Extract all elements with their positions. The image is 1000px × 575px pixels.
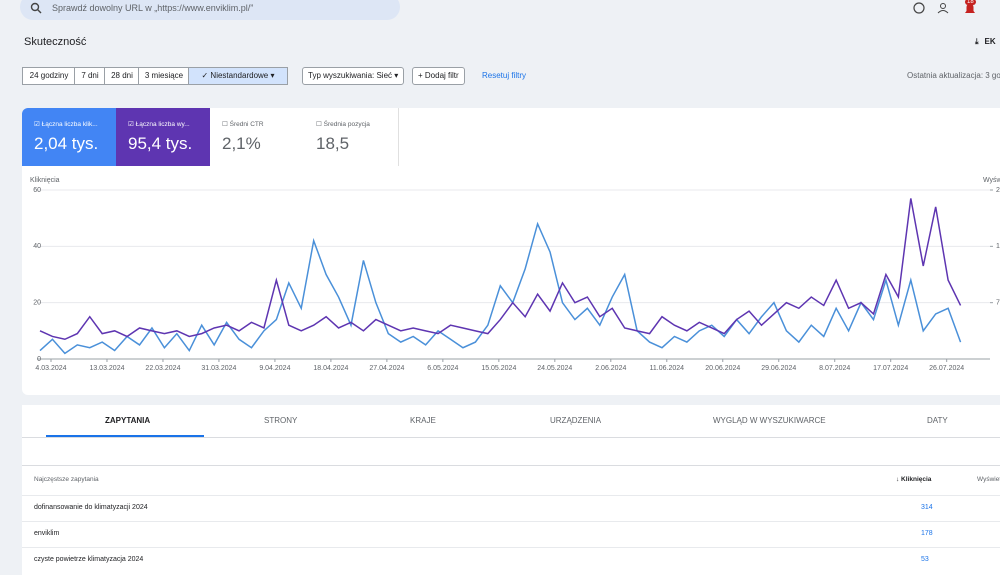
metric-value: 2,04 tys. — [34, 134, 99, 153]
x-tick-label: 20.06.2024 — [705, 365, 740, 372]
y2-tick-label: 7 — [996, 300, 1000, 307]
tab-underline — [46, 435, 204, 437]
x-tick-label: 31.03.2024 — [201, 365, 236, 372]
y2-axis-title: Wyśw — [983, 177, 1000, 184]
y2-tick-label: 1 — [996, 243, 1000, 250]
range-button[interactable]: 28 dni — [104, 67, 140, 85]
last-update: Ostatnia aktualizacja: 3 go — [907, 71, 1000, 80]
divider — [22, 465, 1000, 466]
y2-tick-label: 2 — [996, 187, 1000, 194]
series-line — [39, 221, 962, 355]
x-tick-label: 26.07.2024 — [929, 365, 964, 372]
column-header: Wyświet — [977, 476, 1000, 483]
metric-card[interactable] — [22, 108, 117, 166]
y-tick-label: 0 — [37, 356, 41, 363]
query[interactable]: czyste powietrze klimatyzacja 2024 — [34, 556, 144, 563]
metric-value: 95,4 tys. — [128, 134, 193, 153]
search-icon — [30, 2, 42, 14]
x-tick-label: 27.04.2024 — [369, 365, 404, 372]
metric-label: ☑ Łączna liczba wy... — [128, 121, 190, 128]
x-tick-label: 9.04.2024 — [259, 365, 290, 372]
range-button[interactable]: 7 dni — [74, 67, 106, 85]
tab[interactable]: DATY — [927, 416, 948, 425]
table-panel — [22, 405, 1000, 575]
metric-label: ☐ Średnia pozycja — [316, 121, 370, 128]
column-header[interactable]: ↓ Kliknięcia — [896, 476, 932, 483]
reset-filters[interactable]: Resetuj filtry — [482, 71, 527, 80]
row-divider — [22, 495, 1000, 496]
x-tick-label: 29.06.2024 — [761, 365, 796, 372]
top-icons[interactable] — [912, 1, 982, 15]
metric-value: 2,1% — [222, 134, 261, 153]
y-tick-label: 60 — [33, 187, 41, 194]
x-tick-label: 4.03.2024 — [35, 365, 66, 372]
range-button[interactable]: 3 miesiące — [138, 67, 190, 85]
clicks: 178 — [921, 530, 933, 537]
metric-card[interactable] — [210, 108, 305, 166]
range-button[interactable]: 24 godziny — [22, 67, 76, 85]
search-placeholder: Sprawdź dowolny URL w „https://www.envik… — [52, 3, 254, 13]
x-tick-label: 24.05.2024 — [537, 365, 572, 372]
x-tick-label: 13.03.2024 — [89, 365, 124, 372]
query[interactable]: dofinansowanie do klimatyzacji 2024 — [34, 504, 148, 511]
metric-card[interactable] — [304, 108, 399, 166]
tab[interactable]: ZAPYTANIA — [105, 416, 151, 425]
tab[interactable]: WYGLĄD W WYSZUKIWARCE — [713, 416, 826, 425]
y-tick-label: 40 — [33, 243, 41, 250]
add-filter[interactable]: + Dodaj filtr — [412, 67, 465, 85]
export[interactable]: ⤓ EK — [975, 37, 996, 46]
metric-value: 18,5 — [316, 134, 350, 153]
series-line — [39, 198, 962, 341]
add-label: Dodaj filtr — [424, 71, 459, 80]
type-label: Typ wyszukiwania: Sieć — [308, 71, 393, 80]
export-label: EK — [984, 37, 996, 46]
badge: 18 — [965, 0, 976, 5]
range-button[interactable]: ✓ Niestandardowe ▾ — [188, 67, 288, 85]
chart: Kliknięcia Wyśw 0 20 40 60 7 1 2 4.03.2024 13.03.2… — [30, 177, 1000, 372]
clicks: 53 — [921, 556, 929, 563]
clicks: 314 — [921, 504, 933, 511]
x-tick-label: 11.06.2024 — [650, 365, 685, 372]
page-title: Skuteczność — [24, 36, 87, 48]
query[interactable]: enviklim — [34, 530, 60, 537]
metric-card[interactable] — [116, 108, 211, 166]
type-filter[interactable]: Typ wyszukiwania: Sieć ▾ — [302, 67, 405, 85]
page: Sprawdź dowolny URL w „https://www.envik… — [20, 0, 1000, 575]
x-tick-label: 2.06.2024 — [595, 365, 626, 372]
x-tick-label: 8.07.2024 — [819, 365, 850, 372]
y-tick-label: 20 — [33, 300, 41, 307]
tab[interactable]: URZĄDZENIA — [550, 416, 602, 425]
row-divider — [22, 547, 1000, 548]
x-tick-label: 17.07.2024 — [873, 365, 908, 372]
tab[interactable]: STRONY — [264, 416, 298, 425]
metric-label: ☑ Łączna liczba klik... — [34, 121, 98, 128]
x-tick-label: 18.04.2024 — [313, 365, 348, 372]
x-tick-label: 6.05.2024 — [427, 365, 458, 372]
row-divider — [22, 521, 1000, 522]
x-tick-label: 22.03.2024 — [145, 365, 180, 372]
search-bar[interactable] — [20, 0, 400, 20]
metric-label: ☐ Średni CTR — [222, 121, 264, 128]
y-axis-title: Kliknięcia — [30, 177, 60, 184]
x-tick-label: 15.05.2024 — [481, 365, 516, 372]
tab[interactable]: KRAJE — [410, 416, 436, 425]
divider — [22, 437, 1000, 438]
column-header: Najczęstsze zapytania — [34, 476, 99, 483]
